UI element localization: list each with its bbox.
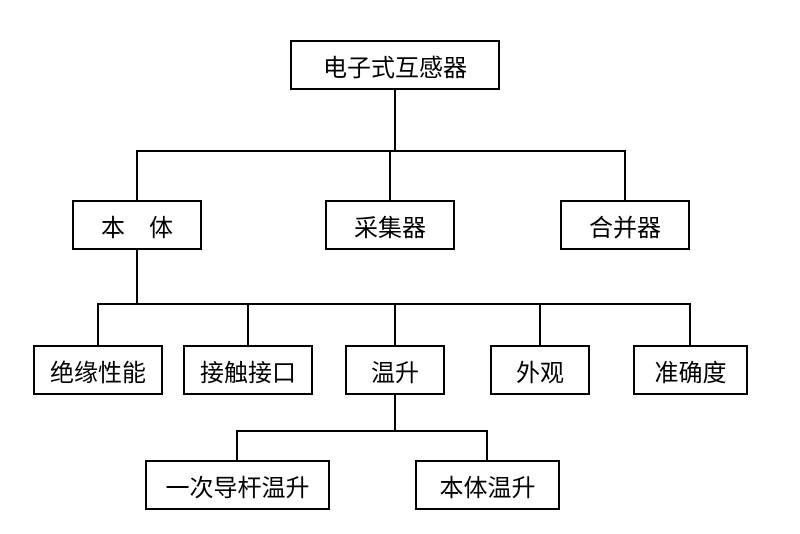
node-insulation-label: 绝缘性能	[50, 353, 146, 388]
node-merger-label: 合并器	[589, 208, 661, 243]
connector	[247, 303, 249, 345]
node-contact-label: 接触接口	[200, 353, 296, 388]
node-guide-rod-temp: 一次导杆温升	[145, 460, 330, 510]
connector	[236, 430, 488, 432]
node-root: 电子式互感器	[290, 40, 500, 90]
node-insulation: 绝缘性能	[33, 345, 163, 395]
node-contact: 接触接口	[183, 345, 313, 395]
connector	[394, 395, 396, 430]
node-accuracy-label: 准确度	[655, 353, 727, 388]
node-body-temp: 本体温升	[415, 460, 560, 510]
connector	[394, 90, 396, 150]
node-body: 本 体	[72, 200, 202, 250]
connector	[539, 303, 541, 345]
connector	[136, 250, 138, 303]
node-appearance: 外观	[490, 345, 590, 395]
node-collector-label: 采集器	[354, 208, 426, 243]
connector	[624, 150, 626, 200]
node-temp: 温升	[345, 345, 445, 395]
connector	[136, 150, 626, 152]
node-accuracy: 准确度	[633, 345, 748, 395]
connector	[389, 150, 391, 200]
connector	[236, 430, 238, 460]
node-merger: 合并器	[560, 200, 690, 250]
node-root-label: 电子式互感器	[323, 48, 467, 83]
connector	[394, 303, 396, 345]
node-body-label: 本 体	[101, 208, 173, 243]
node-temp-label: 温升	[371, 353, 419, 388]
node-body-temp-label: 本体温升	[440, 468, 536, 503]
node-appearance-label: 外观	[516, 353, 564, 388]
node-guide-rod-temp-label: 一次导杆温升	[166, 468, 310, 503]
connector	[97, 303, 99, 345]
connector	[136, 150, 138, 200]
node-collector: 采集器	[325, 200, 455, 250]
connector	[486, 430, 488, 460]
connector	[689, 303, 691, 345]
